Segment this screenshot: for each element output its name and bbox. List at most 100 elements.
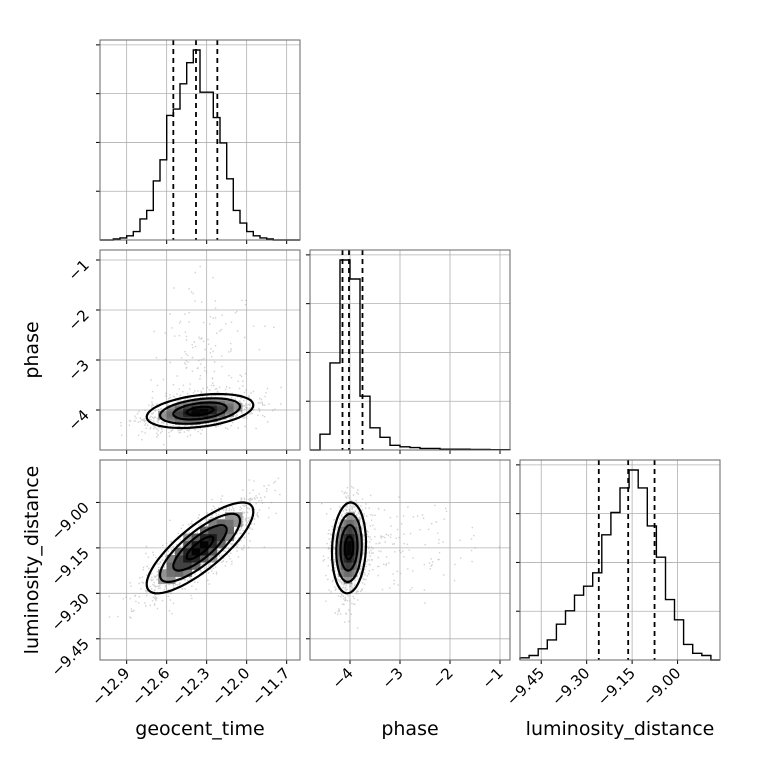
density-block xyxy=(349,547,353,556)
ylabel-luminosity-distance: luminosity_distance xyxy=(21,466,43,655)
density-block xyxy=(341,526,345,535)
panel-frame xyxy=(99,249,301,451)
panel-frame xyxy=(519,459,721,661)
density-block xyxy=(225,400,234,404)
density-block xyxy=(354,562,358,570)
density-block xyxy=(354,519,358,527)
density-block xyxy=(166,416,176,420)
density-block xyxy=(233,519,243,527)
density-block xyxy=(191,547,201,556)
density-block xyxy=(349,519,353,527)
density-block xyxy=(354,547,358,556)
hist-panel-phase xyxy=(306,249,511,454)
density-block xyxy=(349,569,353,577)
ylabel-phase: phase xyxy=(21,321,43,378)
density-block xyxy=(343,533,347,542)
density-block xyxy=(191,562,201,570)
density-block xyxy=(346,519,350,527)
pair-content xyxy=(120,265,282,446)
density-block xyxy=(338,555,342,563)
contour-level-2 xyxy=(158,397,242,425)
density-block xyxy=(341,519,345,527)
xlabel-luminosity-distance: luminosity_distance xyxy=(526,718,715,740)
density-block xyxy=(225,512,234,520)
pair-panel-geocent_time-phase xyxy=(96,249,301,454)
ytick-label-phase: −4 xyxy=(64,406,92,434)
density-block xyxy=(208,413,218,417)
density-block xyxy=(200,408,209,412)
plot-layer: −12.9−12.6−12.3−12.0−11.7 −4 −3 −2 −1−9.45 −9… xyxy=(48,39,721,709)
ytick-label-luminosity_distance: −9.45 xyxy=(48,635,93,680)
hist-step-geocent_time xyxy=(100,49,300,241)
xtick-label-geocent_time: −12.9 xyxy=(88,664,133,709)
density-block xyxy=(174,408,184,412)
density-block xyxy=(343,519,347,527)
xtick-label-phase: −1 xyxy=(478,664,506,692)
density-block xyxy=(349,526,353,535)
xlabel-geocent-time: geocent_time xyxy=(135,718,264,740)
density-block xyxy=(357,547,361,556)
density-block xyxy=(349,562,353,570)
density-block xyxy=(357,555,361,563)
ytick-label-phase: −1 xyxy=(64,256,92,284)
hist-panel-geocent_time xyxy=(96,39,301,244)
panel-frame xyxy=(309,249,511,451)
panel-frame xyxy=(309,459,511,661)
xtick-label-geocent_time: −11.7 xyxy=(248,664,293,709)
pair-panel-geocent_time-luminosity_distance xyxy=(96,459,301,664)
xtick-label-luminosity_distance: −9.00 xyxy=(639,664,684,709)
density-block xyxy=(346,512,350,520)
density-block xyxy=(225,408,234,412)
density-block xyxy=(166,419,176,423)
density-block xyxy=(166,411,176,415)
xtick-label-geocent_time: −12.6 xyxy=(128,664,173,709)
density-block xyxy=(343,562,347,570)
density-block xyxy=(191,400,201,404)
contour-level-2 xyxy=(335,512,363,584)
density-block xyxy=(166,408,176,412)
contour-level-3 xyxy=(330,501,368,595)
density-block xyxy=(174,411,184,415)
ytick-label-luminosity_distance: −9.30 xyxy=(48,589,93,634)
density-block xyxy=(351,555,355,563)
density-block xyxy=(351,569,355,577)
density-block xyxy=(346,540,350,549)
contour-level-2 xyxy=(158,512,242,583)
density-block xyxy=(158,416,167,420)
density-block xyxy=(349,540,353,549)
density-block xyxy=(166,576,176,585)
pair-content xyxy=(321,485,501,629)
xtick-label-phase: −4 xyxy=(328,664,356,692)
density-block xyxy=(200,403,209,407)
ytick-label-phase: −3 xyxy=(64,356,92,384)
density-block xyxy=(200,411,209,415)
density-block xyxy=(158,569,167,577)
density-block xyxy=(183,562,193,570)
xtick-label-phase: −3 xyxy=(378,664,406,692)
contour-level-0 xyxy=(185,405,215,417)
density-block xyxy=(174,413,184,417)
contour-level-0 xyxy=(185,535,215,561)
density-block xyxy=(354,540,358,549)
density-block xyxy=(174,562,184,570)
density-block xyxy=(216,526,226,535)
density-block xyxy=(191,419,201,423)
density-block xyxy=(338,562,342,570)
density-block xyxy=(183,569,193,577)
density-block xyxy=(174,419,184,423)
xtick-label-luminosity_distance: −9.15 xyxy=(594,664,639,709)
density-block xyxy=(338,533,342,542)
density-block xyxy=(216,540,226,549)
density-block xyxy=(183,416,193,420)
density-block xyxy=(191,416,201,420)
density-block xyxy=(166,405,176,409)
density-block xyxy=(225,403,234,407)
density-block xyxy=(216,413,226,417)
density-block xyxy=(208,416,218,420)
density-block xyxy=(357,533,361,542)
ytick-label-luminosity_distance: −9.00 xyxy=(48,499,93,544)
density-block xyxy=(351,526,355,535)
density-block xyxy=(343,569,347,577)
xtick-label-luminosity_distance: −9.45 xyxy=(503,664,548,709)
